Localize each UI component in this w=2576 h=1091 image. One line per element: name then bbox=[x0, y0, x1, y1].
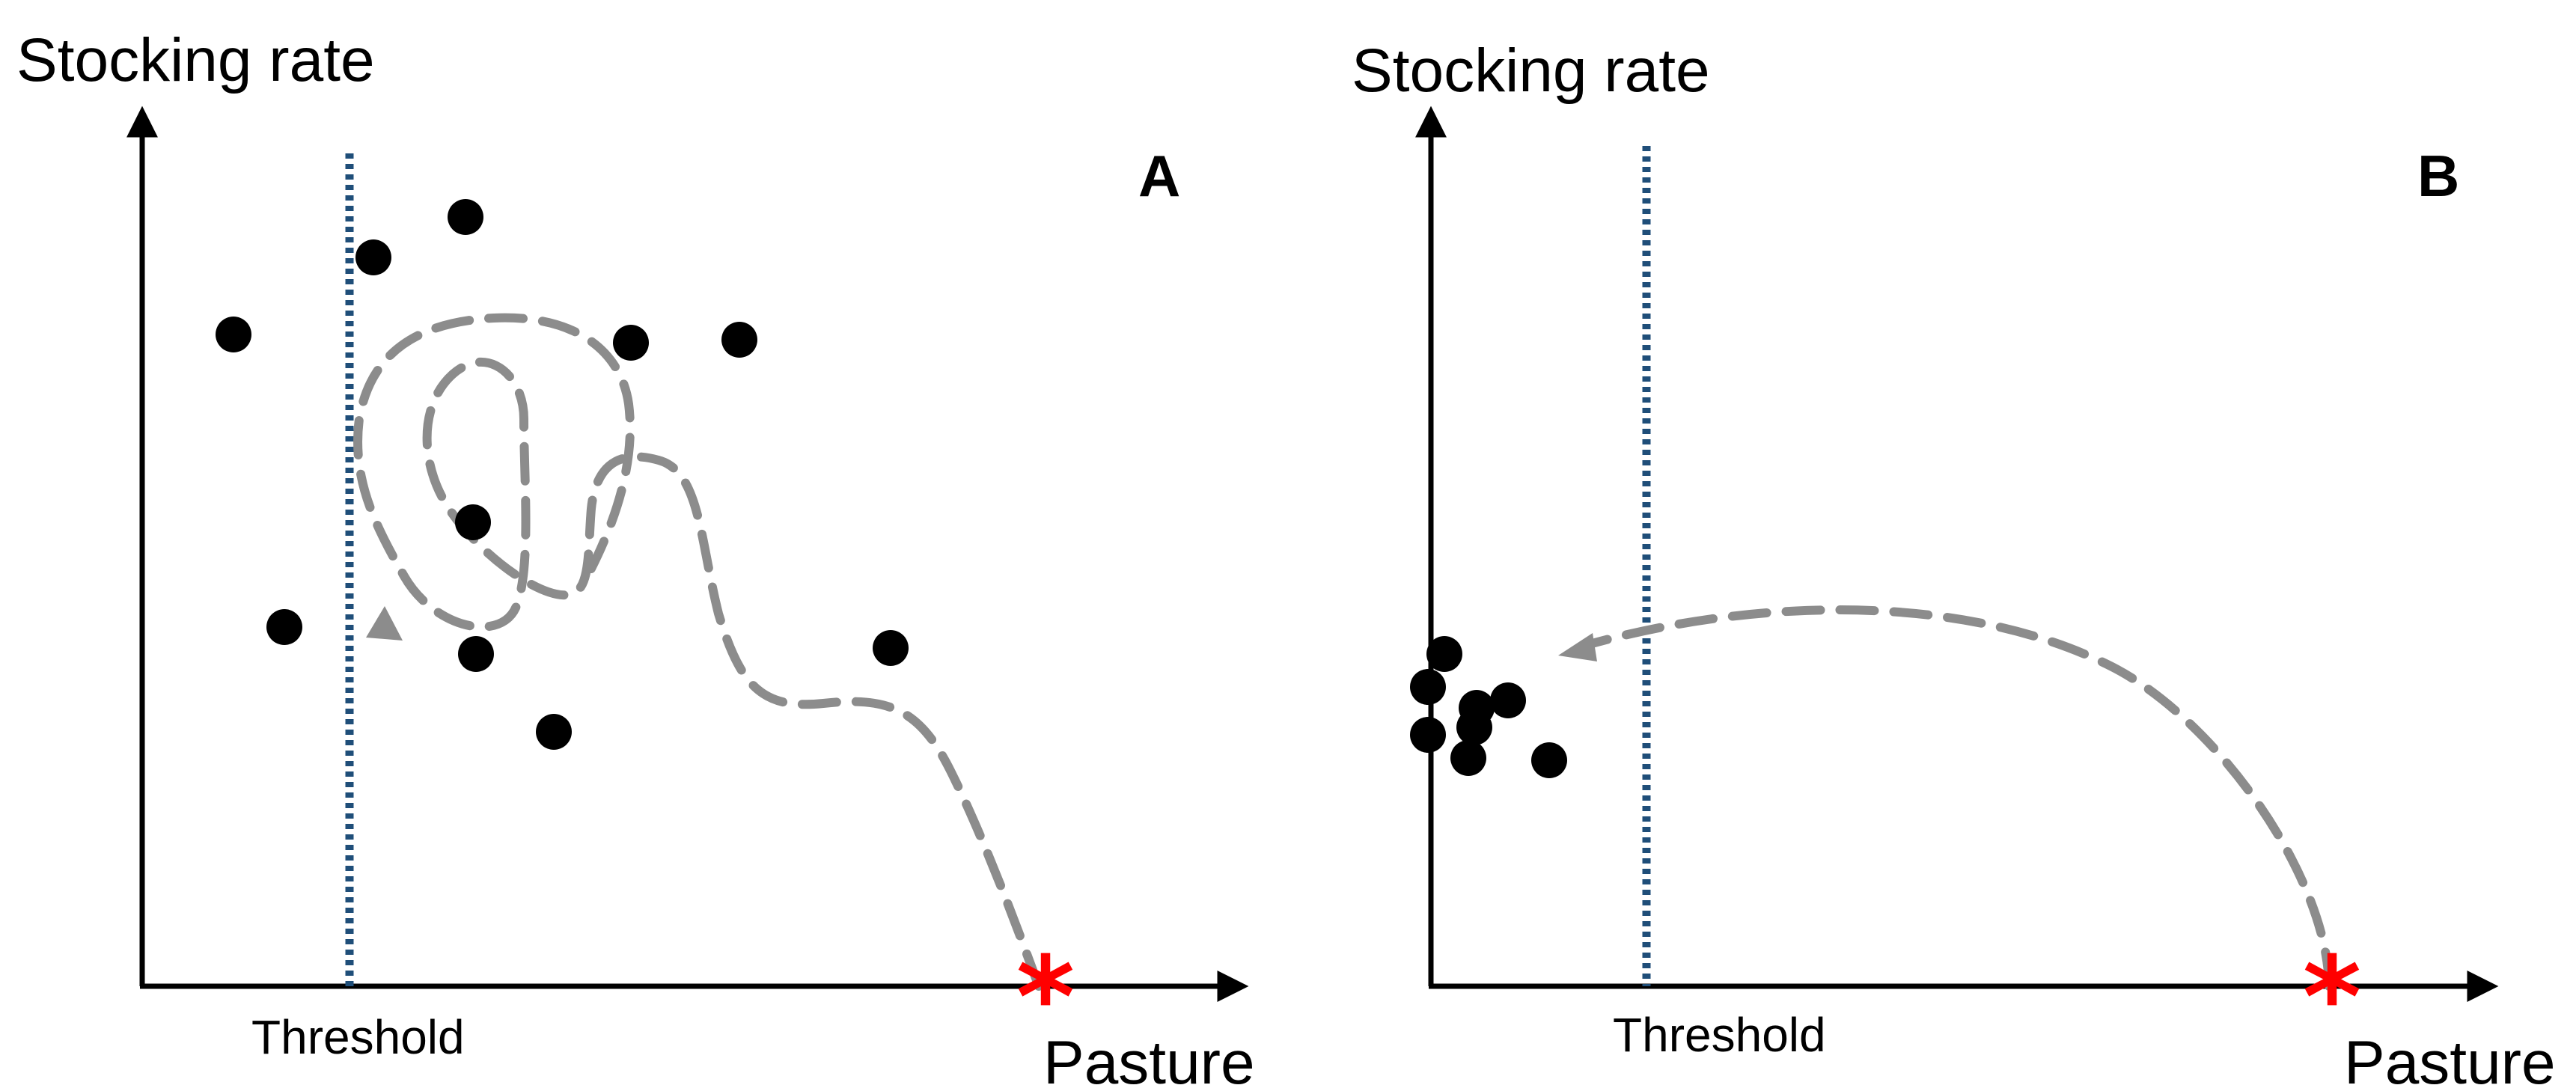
panel-b-x-axis-title: Pasture bbox=[2344, 1029, 2556, 1091]
panel-a-point bbox=[458, 636, 494, 672]
panel-a-x-axis-title: Pasture bbox=[1043, 1029, 1255, 1091]
panel-b-point bbox=[1456, 709, 1492, 745]
panel-b-point bbox=[1410, 669, 1446, 705]
panel-a-y-axis-title: Stocking rate bbox=[16, 26, 375, 94]
panel-a-point bbox=[613, 325, 649, 361]
panel-b-point bbox=[1531, 742, 1567, 778]
panel-a-letter: A bbox=[1138, 143, 1180, 209]
panel-b-trajectory bbox=[1582, 605, 2334, 991]
panel-b-y-axis-title: Stocking rate bbox=[1352, 37, 1710, 105]
panel-a-point bbox=[448, 199, 483, 235]
panel-b-trajectory-arrowhead bbox=[1558, 633, 1597, 661]
panel-a-start-marker: * bbox=[1016, 933, 1075, 1063]
panel-a-point bbox=[455, 504, 491, 540]
panel-a-point bbox=[266, 609, 302, 645]
panel-b-point bbox=[1426, 636, 1462, 672]
panel-a-trajectory bbox=[353, 313, 1043, 991]
panel-a: * Stocking rate Pasture Threshold A bbox=[16, 26, 1255, 1091]
panel-b-threshold-label: Threshold bbox=[1613, 1008, 1826, 1062]
panel-b-start-marker: * bbox=[2303, 933, 2361, 1063]
panel-b: * Stocking rate Pasture Threshold B bbox=[1352, 37, 2556, 1091]
panel-b-point bbox=[1410, 717, 1446, 753]
panel-a-threshold-label: Threshold bbox=[251, 1010, 465, 1064]
panel-a-point bbox=[873, 630, 909, 666]
panel-a-point bbox=[216, 317, 251, 352]
panel-b-point bbox=[1450, 740, 1486, 776]
panel-a-point bbox=[721, 322, 757, 358]
panel-a-point bbox=[536, 714, 572, 750]
panel-b-letter: B bbox=[2417, 143, 2459, 209]
panel-b-point bbox=[1490, 682, 1526, 718]
panel-a-trajectory-arrowhead bbox=[366, 606, 403, 641]
panel-a-point bbox=[355, 239, 391, 275]
